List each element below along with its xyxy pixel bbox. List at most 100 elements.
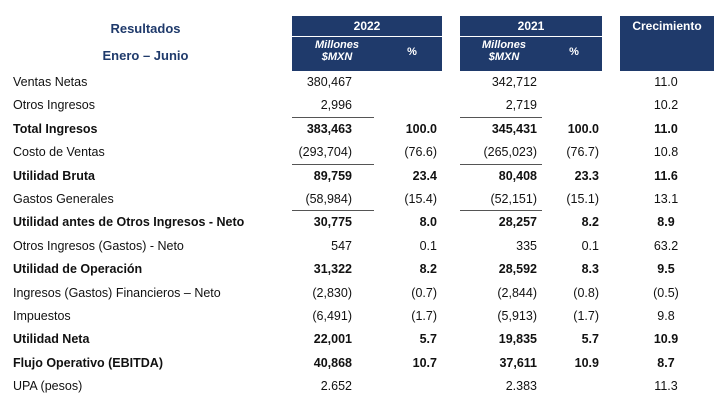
value-2021: 19,835 [498,332,537,347]
table-row: Utilidad antes de Otros Ingresos - Neto 3… [0,211,727,234]
percent-2022: 8.0 [419,215,437,230]
value-2022: 22,001 [313,332,352,347]
row-label: Impuestos [13,309,71,323]
growth-value: 8.7 [657,355,675,370]
row-label: Utilidad Neta [13,332,90,347]
units-millones: Millones [314,39,359,51]
percent-2022: (1.7) [411,309,437,323]
table-row: Otros Ingresos (Gastos) - Neto 547 0.1 335 0… [0,235,727,258]
growth-value: 9.5 [657,262,675,277]
value-2021: 2,719 [505,98,537,113]
subtotal-rule [460,116,542,118]
value-2022: 40,868 [313,355,352,370]
percent-2021: 8.2 [581,215,599,230]
percent-2022: 0.1 [419,238,437,253]
units-millones: Millones [481,39,526,51]
value-2022: 2,996 [320,98,352,113]
subtotal-rule [460,210,542,212]
value-2021: 342,712 [491,75,537,89]
row-label: Gastos Generales [13,192,114,206]
pct-label-2021: % [569,46,579,58]
subtotal-rule [292,163,374,165]
units-label-2022: Millones $MXN [298,39,376,63]
table-row: Costo de Ventas (293,704) (76.6) (265,023) (… [0,141,727,164]
percent-2021: 10.9 [574,355,599,370]
subtotal-rule [460,163,542,165]
value-2022: 30,775 [313,215,352,230]
table-row: Utilidad de Operación 31,322 8.2 28,592 8.3 9… [0,258,727,281]
table-row: Otros Ingresos 2,996 2,719 10.2 [0,94,727,117]
growth-value: 10.8 [653,145,679,160]
growth-value: 10.9 [653,332,679,347]
value-2022: 383,463 [306,121,352,136]
value-2022: 31,322 [313,262,352,277]
value-2022: (58,984) [305,192,352,206]
percent-2021: 100.0 [567,121,599,136]
table-row: Impuestos (6,491) (1.7) (5,913) (1.7) 9.8 [0,305,727,328]
value-2021: 28,257 [498,215,537,230]
percent-2022: 10.7 [412,355,437,370]
growth-label: Crecimiento [632,19,702,33]
percent-2021: 23.3 [574,168,599,183]
row-label: Total Ingresos [13,121,98,136]
growth-value: 13.1 [653,192,679,206]
table-row: Total Ingresos 383,463 100.0 345,431 100.0 11… [0,118,727,141]
growth-value: 11.3 [654,379,678,394]
percent-2022: 8.2 [419,262,437,277]
growth-value: 10.2 [653,98,679,113]
value-2022: (293,704) [298,145,352,160]
growth-value: 63.2 [653,238,679,253]
report-period: Enero – Junio [102,48,189,63]
row-label: Utilidad Bruta [13,168,95,183]
value-2021: (5,913) [497,309,537,323]
percent-2021: 0.1 [581,238,599,253]
percent-2022: 100.0 [405,121,437,136]
percent-2021: 5.7 [581,332,599,347]
value-2022: (2,830) [312,285,352,300]
growth-value: 11.0 [654,75,678,89]
units-label-2021: Millones $MXN [464,39,544,63]
value-2022: (6,491) [312,309,352,323]
row-label: Ventas Netas [13,75,88,89]
table-row: Flujo Operativo (EBITDA) 40,868 10.7 37,611… [0,352,727,375]
percent-2022: (15.4) [404,192,437,206]
year-2021-label: 2021 [460,16,602,37]
growth-value: 9.8 [657,309,675,323]
percent-2021: (76.7) [566,145,599,160]
row-label: Utilidad de Operación [13,262,143,277]
value-2022: 2.652 [320,379,352,394]
value-2021: (2,844) [497,285,537,300]
row-label: Otros Ingresos [13,98,95,113]
value-2021: 80,408 [498,168,537,183]
value-2021: (52,151) [490,192,537,206]
growth-value: (0.5) [653,285,679,300]
subtotal-rule [292,210,374,212]
table-row: Ingresos (Gastos) Financieros – Neto (2,8… [0,282,727,305]
year-2022-label: 2022 [292,16,442,37]
growth-value: 11.6 [654,168,678,183]
units-mxn: $MXN [321,51,353,63]
row-label: Costo de Ventas [13,145,105,160]
table-row: Ventas Netas 380,467 342,712 11.0 [0,71,727,94]
value-2021: 28,592 [498,262,537,277]
growth-value: 11.0 [654,121,678,136]
percent-2022: (76.6) [404,145,437,160]
percent-2021: (0.8) [573,285,599,300]
value-2022: 380,467 [306,75,352,89]
value-2021: 37,611 [499,355,537,370]
table-row: UPA (pesos) 2.652 2.383 11.3 [0,375,727,398]
value-2021: 335 [516,238,537,253]
subtotal-rule [292,116,374,118]
percent-2022: 23.4 [412,168,437,183]
pct-label-2022: % [407,46,417,58]
row-label: Ingresos (Gastos) Financieros – Neto [13,285,221,300]
value-2022: 89,759 [313,168,352,183]
units-mxn: $MXN [488,51,520,63]
header-growth: Crecimiento [620,16,714,71]
percent-2021: 8.3 [581,262,599,277]
value-2021: 2.383 [505,379,537,394]
percent-2022: (0.7) [411,285,437,300]
row-label: Utilidad antes de Otros Ingresos - Neto [13,215,245,230]
header-2021: 2021 Millones $MXN % [460,16,602,71]
percent-2022: 5.7 [419,332,437,347]
